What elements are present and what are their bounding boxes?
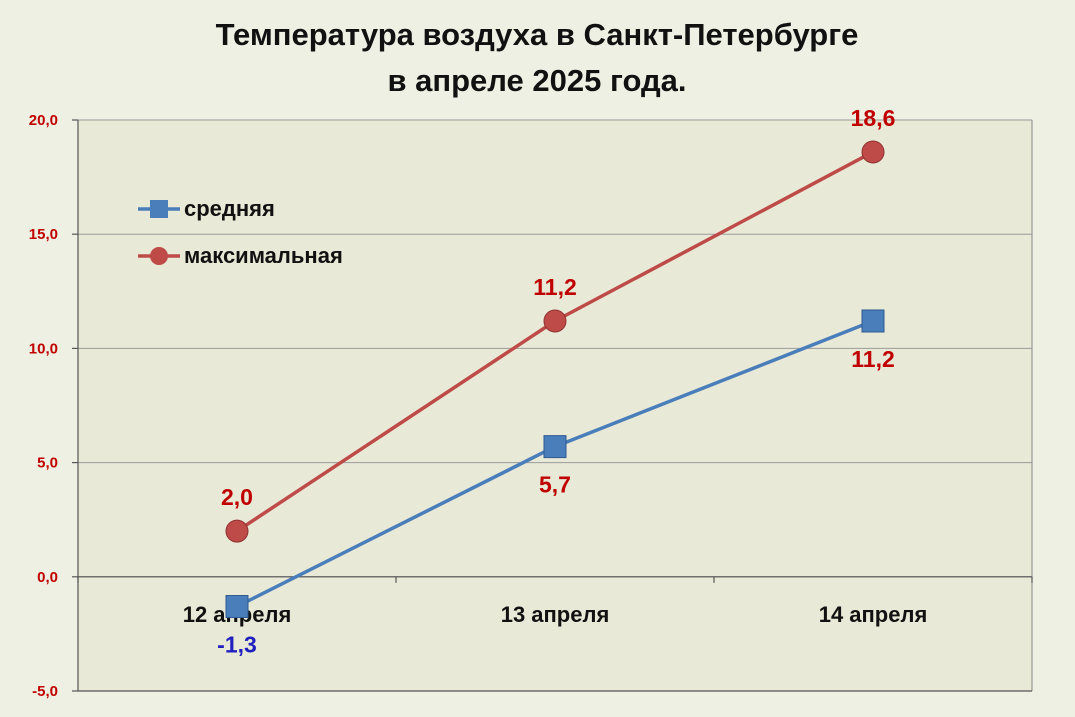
data-label: 5,7 — [539, 472, 571, 498]
data-point-square — [861, 309, 885, 333]
y-tick-label: 20,0 — [29, 112, 58, 129]
y-axis-ticks: -5,0 0,0 5,0 10,0 15,0 20,0 — [29, 112, 78, 700]
data-point-square — [543, 435, 567, 459]
data-point-circle — [543, 309, 567, 333]
data-point-circle — [225, 519, 249, 543]
legend-marker-circle — [150, 247, 168, 265]
y-tick-label: 15,0 — [29, 226, 58, 243]
axes — [77, 120, 1033, 692]
y-tick-label: 5,0 — [37, 455, 58, 472]
y-tick-label: 10,0 — [29, 340, 58, 357]
legend-marker-square — [150, 200, 168, 218]
data-label: 11,2 — [851, 346, 895, 372]
chart-title-line: Температура воздуха в Санкт-Петербурге — [216, 17, 859, 52]
data-point-square — [225, 594, 249, 618]
x-tick-label: 14 апреля — [819, 602, 928, 627]
x-tick-label: 13 апреля — [501, 602, 610, 627]
series-group — [225, 140, 885, 618]
legend: средняя максимальная — [138, 196, 343, 268]
y-tick-label: -5,0 — [32, 683, 58, 700]
data-point-circle — [861, 140, 885, 164]
data-labels: -1,3 5,7 11,2 2,0 11,2 18,6 — [217, 105, 895, 658]
data-label: -1,3 — [217, 631, 257, 657]
y-tick-label: 0,0 — [37, 569, 58, 586]
chart-title: Температура воздуха в Санкт-Петербурге в … — [216, 17, 859, 98]
legend-label: средняя — [184, 196, 275, 221]
chart-title-line: в апреле 2025 года. — [387, 63, 686, 98]
data-label: 18,6 — [851, 105, 896, 131]
legend-label: максимальная — [184, 243, 343, 268]
data-label: 2,0 — [221, 484, 253, 510]
data-label: 11,2 — [533, 274, 577, 300]
